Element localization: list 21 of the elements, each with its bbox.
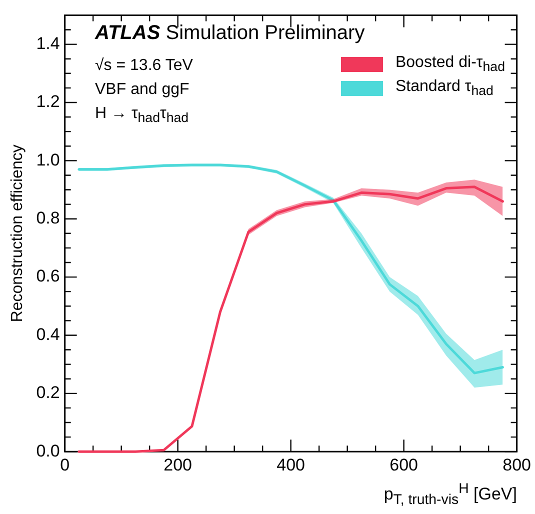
y-tick-label: 0.2 bbox=[36, 383, 60, 402]
y-tick-label: 0.4 bbox=[36, 324, 60, 344]
y-tick-label: 0.6 bbox=[36, 266, 60, 286]
x-tick-label: 800 bbox=[502, 455, 532, 474]
x-tick-label: 600 bbox=[390, 455, 418, 474]
x-tick-label: 400 bbox=[276, 455, 306, 474]
x-tick-label: 0 bbox=[60, 455, 70, 474]
chart-title: ATLAS Simulation Preliminary bbox=[95, 22, 365, 45]
y-tick-label: 1.0 bbox=[36, 150, 60, 170]
y-tick-label: 1.2 bbox=[36, 92, 60, 112]
x-tick-label: 200 bbox=[164, 455, 192, 474]
y-tick-label: 1.4 bbox=[36, 34, 60, 53]
annotation: √s = 13.6 TeV bbox=[95, 56, 193, 76]
y-tick-label: 0.8 bbox=[36, 208, 60, 228]
annotation: H → τ$_{had}$τ$_{had}$ bbox=[95, 104, 190, 128]
y-tick-label: 0.0 bbox=[36, 441, 60, 460]
y-axis-title: Reconstruction efficiency bbox=[9, 144, 26, 322]
x-axis-title: p$_{T, truth-vis}$$^{H}$ [GeV] bbox=[384, 480, 517, 508]
legend-label: Boosted di-τ$_{had}$ bbox=[395, 54, 505, 74]
legend-label: Standard τ$_{had}$ bbox=[395, 78, 494, 98]
annotation: VBF and ggF bbox=[95, 80, 190, 100]
